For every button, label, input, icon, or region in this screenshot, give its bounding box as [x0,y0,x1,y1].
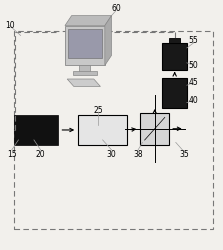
Bar [14,30,213,230]
Text: 50: 50 [189,61,198,70]
Text: 60: 60 [111,4,121,13]
Bar [78,115,127,145]
Bar [68,29,101,58]
Bar [140,112,169,145]
Bar [163,78,187,108]
Text: 35: 35 [180,150,190,159]
Text: 25: 25 [93,106,103,114]
Text: 10: 10 [5,21,14,30]
Text: 40: 40 [189,96,198,105]
Text: 45: 45 [189,78,198,87]
Bar [14,115,58,145]
Polygon shape [105,16,112,65]
Text: 30: 30 [107,150,116,159]
Text: 15: 15 [7,150,17,159]
Polygon shape [67,79,100,86]
Bar [79,64,91,71]
Text: 55: 55 [189,36,198,45]
Bar [65,26,105,65]
Bar [169,38,180,43]
Text: 20: 20 [36,150,45,159]
Polygon shape [65,16,112,26]
Bar [73,71,97,75]
Text: 38: 38 [133,150,143,159]
Bar [163,43,187,70]
